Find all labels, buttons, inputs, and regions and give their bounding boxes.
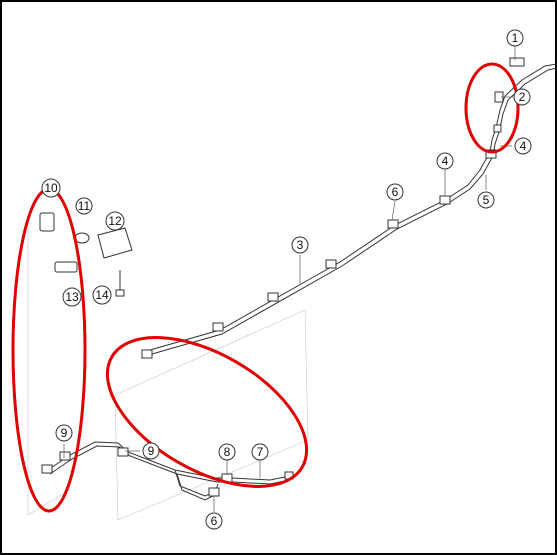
- callout-14: 14: [92, 285, 112, 305]
- callout-9: 9: [142, 442, 160, 460]
- callout-8: 8: [218, 443, 236, 461]
- svg-text:1: 1: [512, 31, 519, 45]
- clip-icon: [325, 259, 337, 269]
- clip-icon: [387, 219, 399, 229]
- clip-icon: [117, 447, 129, 457]
- fitting-icon: [41, 464, 53, 474]
- bolt-icon: [115, 289, 125, 297]
- clip-icon: [212, 322, 224, 332]
- svg-text:14: 14: [95, 288, 109, 302]
- callout-10: 10: [41, 178, 61, 198]
- highlight-ring-top: [464, 62, 520, 154]
- svg-text:13: 13: [65, 290, 79, 304]
- svg-text:6: 6: [211, 514, 218, 528]
- svg-text:2: 2: [519, 90, 526, 104]
- svg-text:5: 5: [483, 193, 490, 207]
- fitting-icon: [509, 57, 525, 67]
- clip-icon: [485, 149, 497, 159]
- clip-icon: [59, 451, 71, 461]
- fittings: [41, 57, 525, 480]
- bracket-icon: [97, 227, 133, 259]
- callout-6: 6: [386, 183, 404, 201]
- callout-4: 4: [514, 137, 532, 155]
- svg-text:3: 3: [297, 238, 304, 252]
- callout-3: 3: [291, 236, 309, 254]
- leader-lines: [63, 46, 516, 512]
- svg-text:8: 8: [224, 445, 231, 459]
- svg-text:11: 11: [78, 199, 91, 213]
- svg-text:6: 6: [392, 185, 399, 199]
- main-brake-line: [149, 63, 557, 355]
- callout-12: 12: [105, 211, 125, 231]
- svg-text:4: 4: [520, 139, 527, 153]
- callout-1: 1: [506, 29, 524, 47]
- svg-text:9: 9: [61, 426, 68, 440]
- guide-lines: [27, 220, 309, 521]
- callout-6: 6: [205, 512, 223, 530]
- clip-icon: [208, 487, 220, 497]
- adapter-icon: [54, 261, 78, 273]
- line-clips: [59, 149, 497, 497]
- svg-text:12: 12: [108, 214, 122, 228]
- fitting-icon: [141, 349, 153, 359]
- svg-text:4: 4: [442, 154, 449, 168]
- callout-2: 2: [513, 88, 531, 106]
- highlight-ring-left: [11, 187, 87, 513]
- callout-7: 7: [251, 443, 269, 461]
- callout-9: 9: [55, 424, 73, 442]
- clip-icon: [267, 292, 279, 302]
- fitting-icon: [493, 124, 502, 133]
- clip-icon: [439, 195, 451, 205]
- callout-5: 5: [477, 191, 495, 209]
- callout-13: 13: [62, 287, 82, 307]
- callout-4: 4: [436, 152, 454, 170]
- callouts: 1 2 4 4 5 6 3 10 11 12 13 14 9 9 8 7 6: [41, 29, 532, 530]
- svg-text:7: 7: [257, 445, 264, 459]
- highlight-ring-middle: [105, 336, 309, 488]
- callout-11: 11: [75, 197, 93, 215]
- valve-icon: [39, 212, 55, 232]
- svg-text:9: 9: [148, 444, 155, 458]
- svg-text:10: 10: [44, 181, 58, 195]
